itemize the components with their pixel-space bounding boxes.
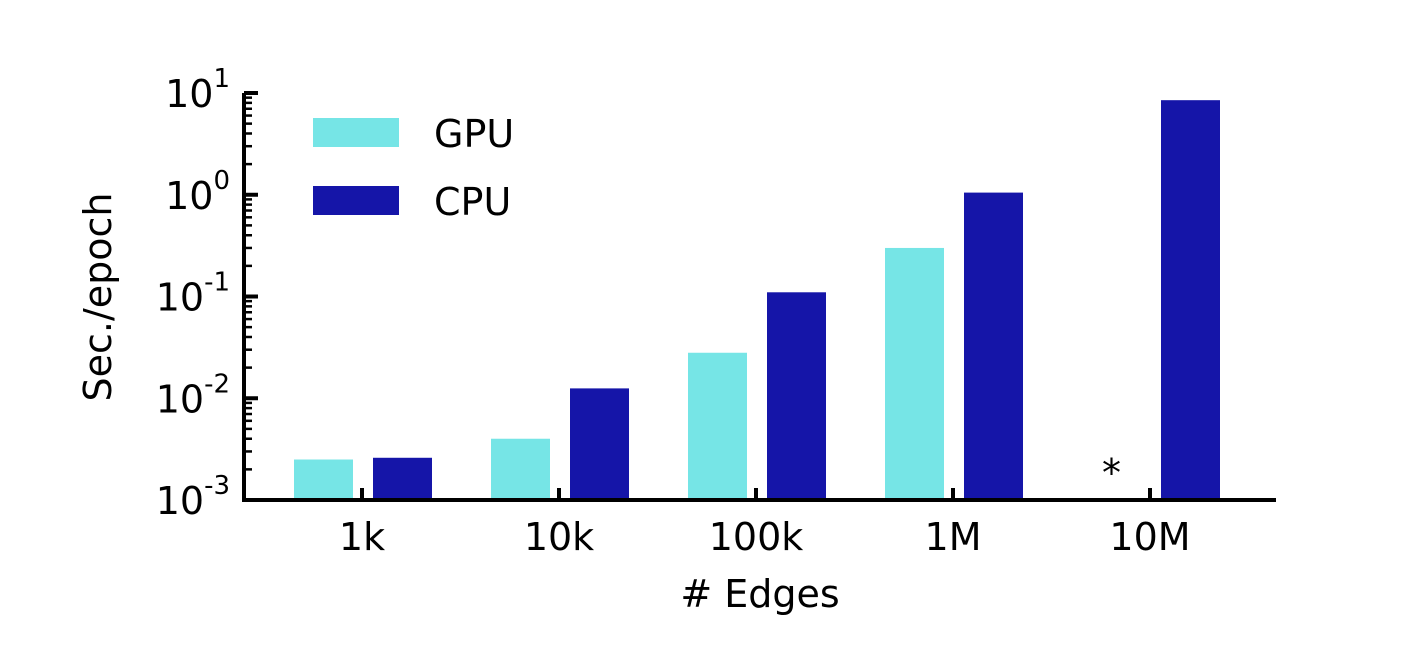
legend: GPU CPU	[313, 112, 514, 224]
bar-cpu-1k	[373, 457, 432, 500]
y-tick-labels: 10-3 10-2 10-1 100 101	[156, 64, 230, 523]
bar-gpu-100k	[688, 352, 747, 500]
y-tick-label: 10-3	[156, 471, 230, 523]
x-tick-labels: 1k 10k 100k 1M 10M	[339, 515, 1191, 559]
bar-cpu-100k	[767, 292, 826, 500]
y-tick-label: 100	[165, 166, 230, 218]
legend-label-gpu: GPU	[434, 112, 514, 156]
x-tick-label-10m: 10M	[1109, 515, 1190, 559]
bar-cpu-1m	[964, 192, 1023, 500]
y-tick-label: 10-1	[156, 268, 230, 320]
y-tick-label: 10-2	[156, 369, 230, 421]
legend-swatch-gpu	[313, 118, 399, 147]
bars-layer	[294, 100, 1220, 500]
x-tick-label-1k: 1k	[339, 515, 385, 559]
legend-swatch-cpu	[313, 186, 399, 215]
y-axis-title: Sec./epoch	[76, 193, 120, 402]
bar-gpu-1k	[294, 459, 353, 500]
x-tick-label-10k: 10k	[524, 515, 594, 559]
bar-gpu-1m	[885, 247, 944, 500]
legend-label-cpu: CPU	[434, 180, 511, 224]
bar-cpu-10k	[570, 388, 629, 500]
x-tick-label-100k: 100k	[709, 515, 804, 559]
x-tick-label-1m: 1M	[925, 515, 982, 559]
bar-cpu-10m	[1161, 100, 1220, 500]
y-tick-label: 101	[165, 64, 230, 116]
bar-gpu-10k	[491, 438, 550, 500]
missing-marker: *	[1102, 451, 1121, 495]
x-axis-title: # Edges	[680, 572, 839, 616]
